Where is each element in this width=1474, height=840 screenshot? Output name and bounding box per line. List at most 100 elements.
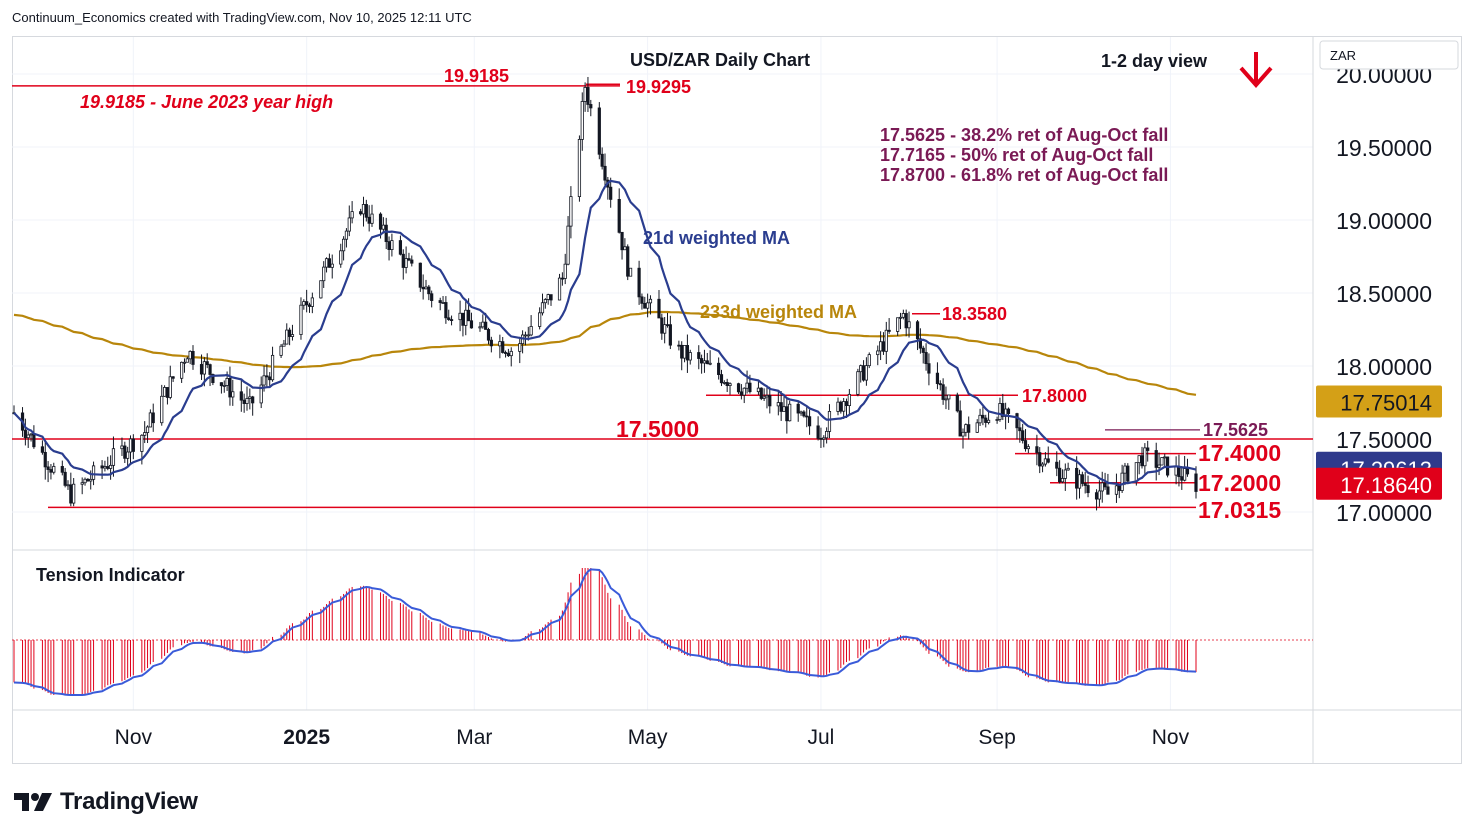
candle-body [447, 317, 451, 320]
candle-body [1140, 455, 1144, 467]
candle-body [822, 437, 826, 440]
candle-body [367, 216, 371, 224]
x-axis-labels: Nov 2025 Mar May Jul Sep Nov [115, 726, 1190, 749]
candle-body [185, 358, 189, 363]
axis-divider [12, 37, 1462, 763]
candle-body [725, 382, 729, 386]
candle-body [557, 277, 562, 301]
candle-body [418, 262, 422, 288]
candle-body [1114, 485, 1119, 495]
candle-body [1018, 427, 1022, 432]
candle-body [364, 204, 368, 218]
candle-body [151, 412, 155, 424]
ma21-label: 21d weighted MA [643, 228, 790, 248]
candle-body [46, 466, 50, 470]
candle-body [390, 240, 394, 250]
candle-body [898, 316, 903, 319]
candle-body [546, 294, 550, 300]
candle-body [467, 309, 471, 322]
candle-body [427, 286, 431, 295]
candle-body [847, 393, 851, 407]
candle-body [444, 302, 448, 319]
candle-body [1094, 492, 1099, 500]
candle-body [307, 304, 312, 307]
candle-body [126, 451, 130, 459]
candle-body [202, 361, 206, 375]
candle-body [509, 350, 513, 357]
candle-body [680, 344, 684, 359]
candle-body [361, 204, 366, 215]
candle-body [677, 344, 681, 347]
candle-body [825, 431, 829, 439]
candle-body [441, 302, 445, 304]
candle-body [782, 406, 786, 412]
candle-body [458, 312, 462, 321]
candle-body [1001, 403, 1005, 417]
candle-body [543, 299, 547, 304]
candle-body [143, 432, 147, 436]
candle-body [844, 401, 849, 407]
candle-body [529, 326, 533, 336]
candle-body [986, 419, 991, 423]
candle-body [665, 324, 670, 327]
candle-body [32, 433, 36, 448]
candle-body [736, 383, 741, 393]
candle-body [1075, 467, 1079, 489]
candle-body [26, 434, 30, 439]
candle-body [123, 445, 127, 459]
candle-body [83, 478, 87, 484]
candle-body [719, 374, 724, 384]
candle-body [503, 352, 508, 354]
candle-body [1160, 457, 1164, 466]
candle-body [1194, 473, 1198, 492]
candle-body [964, 424, 968, 433]
candle-body [322, 266, 326, 282]
candle-body [643, 302, 647, 309]
candle-body [705, 360, 709, 365]
price-tag-last [1316, 467, 1442, 500]
candle-body [109, 464, 113, 469]
candle-body [60, 466, 64, 473]
candle-body [430, 293, 434, 301]
currency-box[interactable]: ZAR [1319, 40, 1459, 70]
candle-body [785, 406, 789, 422]
candle-body [165, 387, 170, 398]
tradingview-logo[interactable]: TradingView [14, 788, 198, 816]
chart-grid [12, 37, 1313, 710]
candle-body [1086, 485, 1090, 494]
candle-body [904, 313, 908, 329]
candle-body [1134, 462, 1138, 482]
candle-body [884, 329, 888, 352]
candle-body [63, 471, 67, 486]
chart-title: USD/ZAR Daily Chart [630, 50, 810, 70]
ma233-line [13, 310, 1197, 396]
candle-body [947, 394, 951, 400]
candle-body [23, 429, 27, 439]
tension-signal-line [13, 568, 1197, 696]
price-tag-ma233 [1316, 385, 1442, 418]
candle-body [935, 372, 940, 385]
candle-body [319, 280, 323, 299]
candle-body [1063, 469, 1067, 479]
candle-body [745, 382, 749, 389]
candle-body [1066, 467, 1070, 471]
candle-body [128, 438, 133, 453]
candle-body [762, 396, 766, 399]
candle-body [921, 347, 925, 353]
candle-body [191, 350, 195, 365]
candle-body [80, 482, 84, 485]
candle-body [1117, 485, 1121, 491]
candle-body [1157, 464, 1161, 468]
candle-body [560, 277, 564, 280]
candle-body [242, 399, 246, 404]
candle-body [401, 253, 405, 268]
candle-body [836, 401, 840, 412]
candle-body [685, 345, 689, 361]
candle-body [438, 300, 442, 303]
candle-body [199, 364, 204, 375]
level-label-17-5000: 17.5000 [616, 416, 699, 442]
candle-body [1137, 455, 1141, 464]
candle-body [1154, 450, 1158, 468]
candle-body [350, 211, 354, 219]
